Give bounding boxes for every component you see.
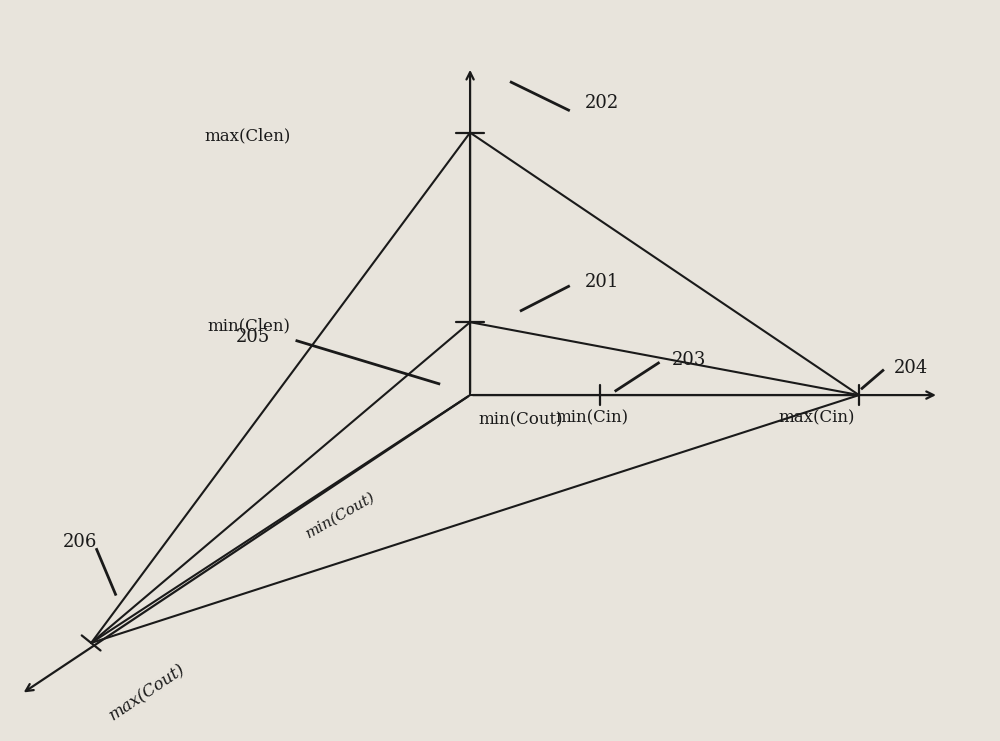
Text: min(Cout): min(Cout) [478,412,563,429]
Text: 202: 202 [585,94,619,113]
Text: min(Clen): min(Clen) [208,317,291,334]
Text: 204: 204 [894,359,928,377]
Text: min(Cin): min(Cin) [555,410,628,427]
Text: max(Cin): max(Cin) [779,410,855,427]
Text: max(Clen): max(Clen) [204,127,291,144]
Text: 206: 206 [63,534,98,551]
Text: 201: 201 [585,273,619,291]
Text: 203: 203 [672,351,706,369]
Text: min(Cout): min(Cout) [303,490,378,541]
Text: max(Cout): max(Cout) [106,661,189,725]
Text: 205: 205 [236,328,270,346]
